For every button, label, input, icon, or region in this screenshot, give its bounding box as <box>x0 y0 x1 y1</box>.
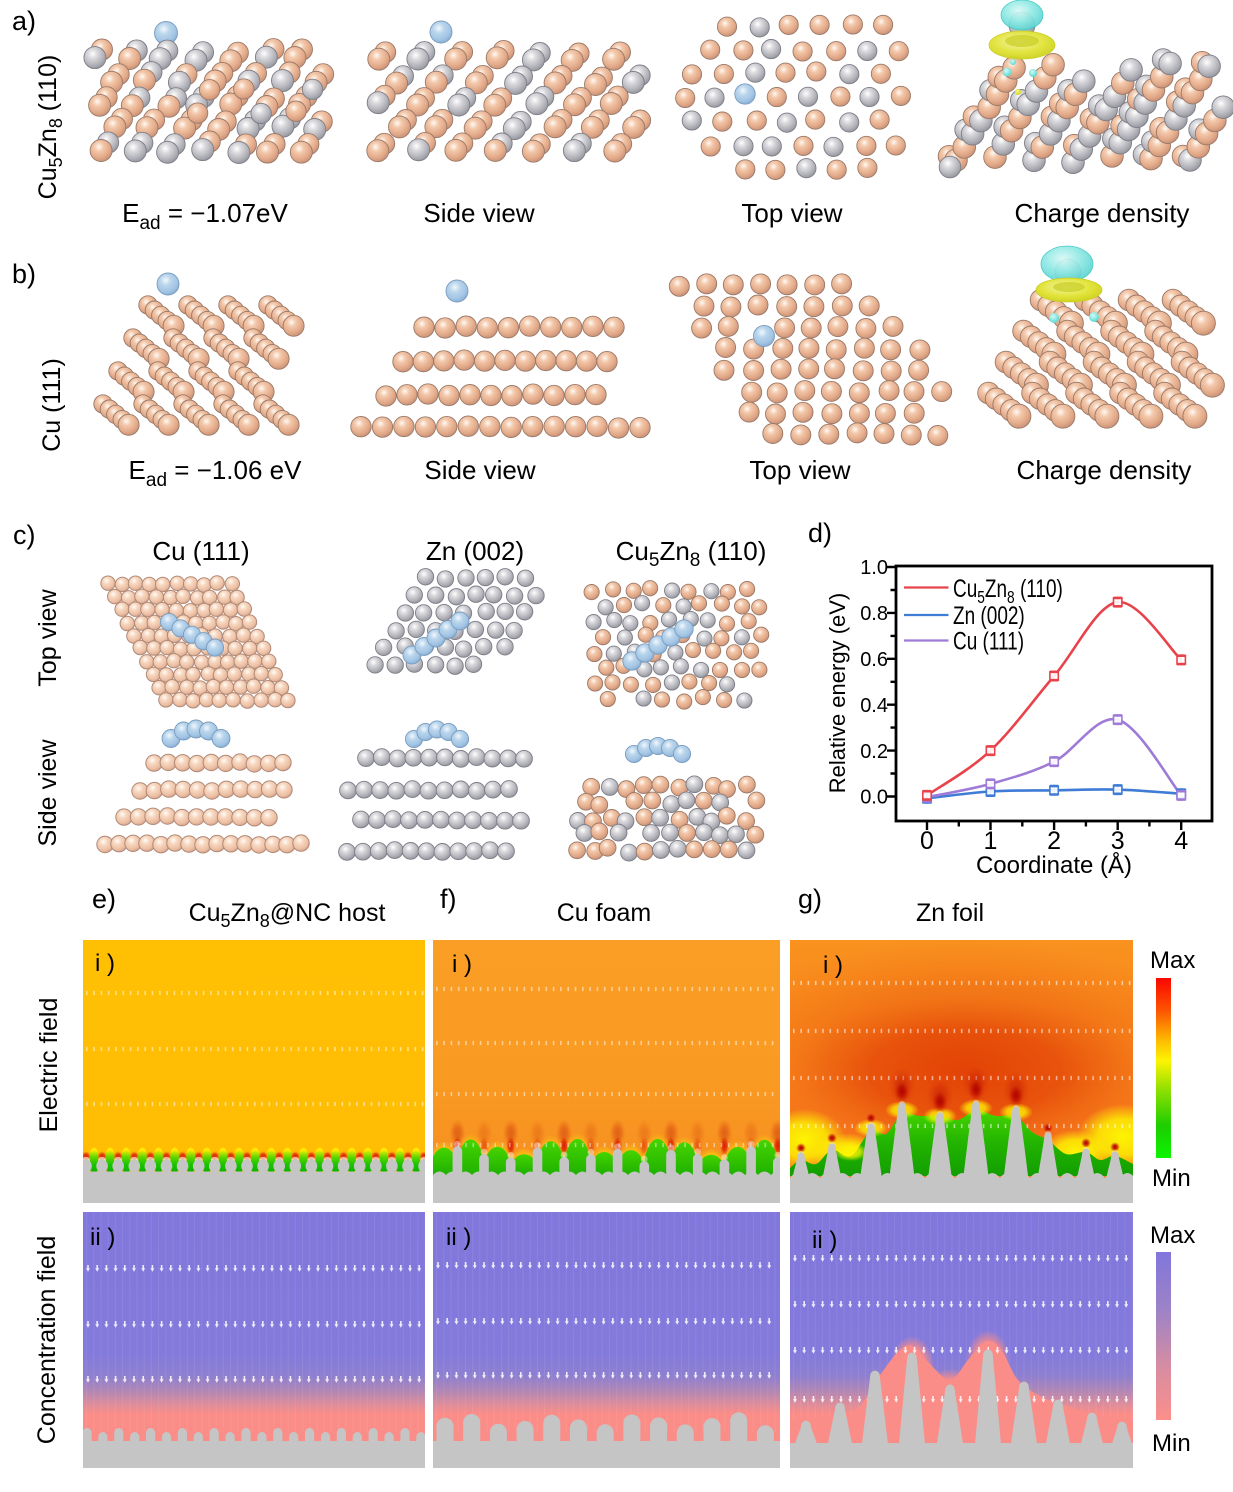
svg-text:Side view: Side view <box>423 198 534 228</box>
svg-text:Zn (002): Zn (002) <box>426 536 524 566</box>
svg-text:Top view: Top view <box>741 198 842 228</box>
svg-text:Cu foam: Cu foam <box>557 899 651 927</box>
svg-text:0.8: 0.8 <box>860 603 888 625</box>
svg-text:Cu5Zn8@NC host: Cu5Zn8@NC host <box>189 899 386 931</box>
svg-text:0.2: 0.2 <box>860 741 888 763</box>
svg-text:Zn foil: Zn foil <box>916 899 984 927</box>
svg-text:0: 0 <box>920 827 934 855</box>
svg-text:1.0: 1.0 <box>860 557 888 579</box>
svg-text:i ): i ) <box>823 952 843 979</box>
svg-text:Ead = −1.07eV: Ead = −1.07eV <box>122 198 288 234</box>
svg-text:Ead = −1.06 eV: Ead = −1.06 eV <box>129 455 303 491</box>
svg-text:f): f) <box>440 884 457 914</box>
svg-text:ii ): ii ) <box>812 1227 837 1254</box>
svg-text:0.4: 0.4 <box>860 695 888 717</box>
svg-text:Zn (002): Zn (002) <box>953 601 1025 629</box>
svg-text:Max: Max <box>1150 1222 1195 1249</box>
svg-text:e): e) <box>92 884 116 914</box>
svg-text:Cu (111): Cu (111) <box>953 627 1024 655</box>
svg-text:d): d) <box>808 518 832 548</box>
svg-text:ii ): ii ) <box>90 1224 115 1251</box>
svg-text:Min: Min <box>1152 1430 1191 1457</box>
svg-text:0.0: 0.0 <box>860 787 888 809</box>
svg-text:Cu5Zn8 (110): Cu5Zn8 (110) <box>616 536 767 571</box>
svg-text:Charge density: Charge density <box>1017 455 1192 485</box>
svg-text:3: 3 <box>1111 827 1125 855</box>
svg-text:Coordinate (Å): Coordinate (Å) <box>976 851 1132 879</box>
svg-text:Top view: Top view <box>34 588 62 686</box>
svg-text:0.6: 0.6 <box>860 649 888 671</box>
svg-text:Concentration field: Concentration field <box>33 1236 61 1444</box>
svg-text:Relative energy (eV): Relative energy (eV) <box>825 593 850 794</box>
svg-text:b): b) <box>12 259 36 289</box>
svg-text:g): g) <box>798 884 822 914</box>
svg-text:Cu5Zn8 (110): Cu5Zn8 (110) <box>953 574 1063 607</box>
svg-text:Side view: Side view <box>34 739 62 847</box>
svg-text:Cu (111): Cu (111) <box>152 536 249 566</box>
svg-text:Max: Max <box>1150 947 1195 974</box>
svg-text:Cu5Zn8 (110): Cu5Zn8 (110) <box>34 55 66 200</box>
svg-text:Cu (111): Cu (111) <box>38 358 66 452</box>
svg-text:a): a) <box>12 6 36 36</box>
svg-text:Side view: Side view <box>424 455 535 485</box>
svg-text:ii ): ii ) <box>446 1224 471 1251</box>
svg-text:Charge density: Charge density <box>1015 198 1190 228</box>
svg-text:Electric field: Electric field <box>35 998 63 1133</box>
svg-text:Min: Min <box>1152 1165 1191 1192</box>
svg-text:4: 4 <box>1174 827 1188 855</box>
svg-text:Top view: Top view <box>749 455 850 485</box>
svg-text:2: 2 <box>1047 827 1061 855</box>
svg-text:1: 1 <box>984 827 998 855</box>
svg-text:c): c) <box>13 520 36 550</box>
svg-text:i ): i ) <box>452 951 472 978</box>
svg-text:i ): i ) <box>95 950 115 977</box>
